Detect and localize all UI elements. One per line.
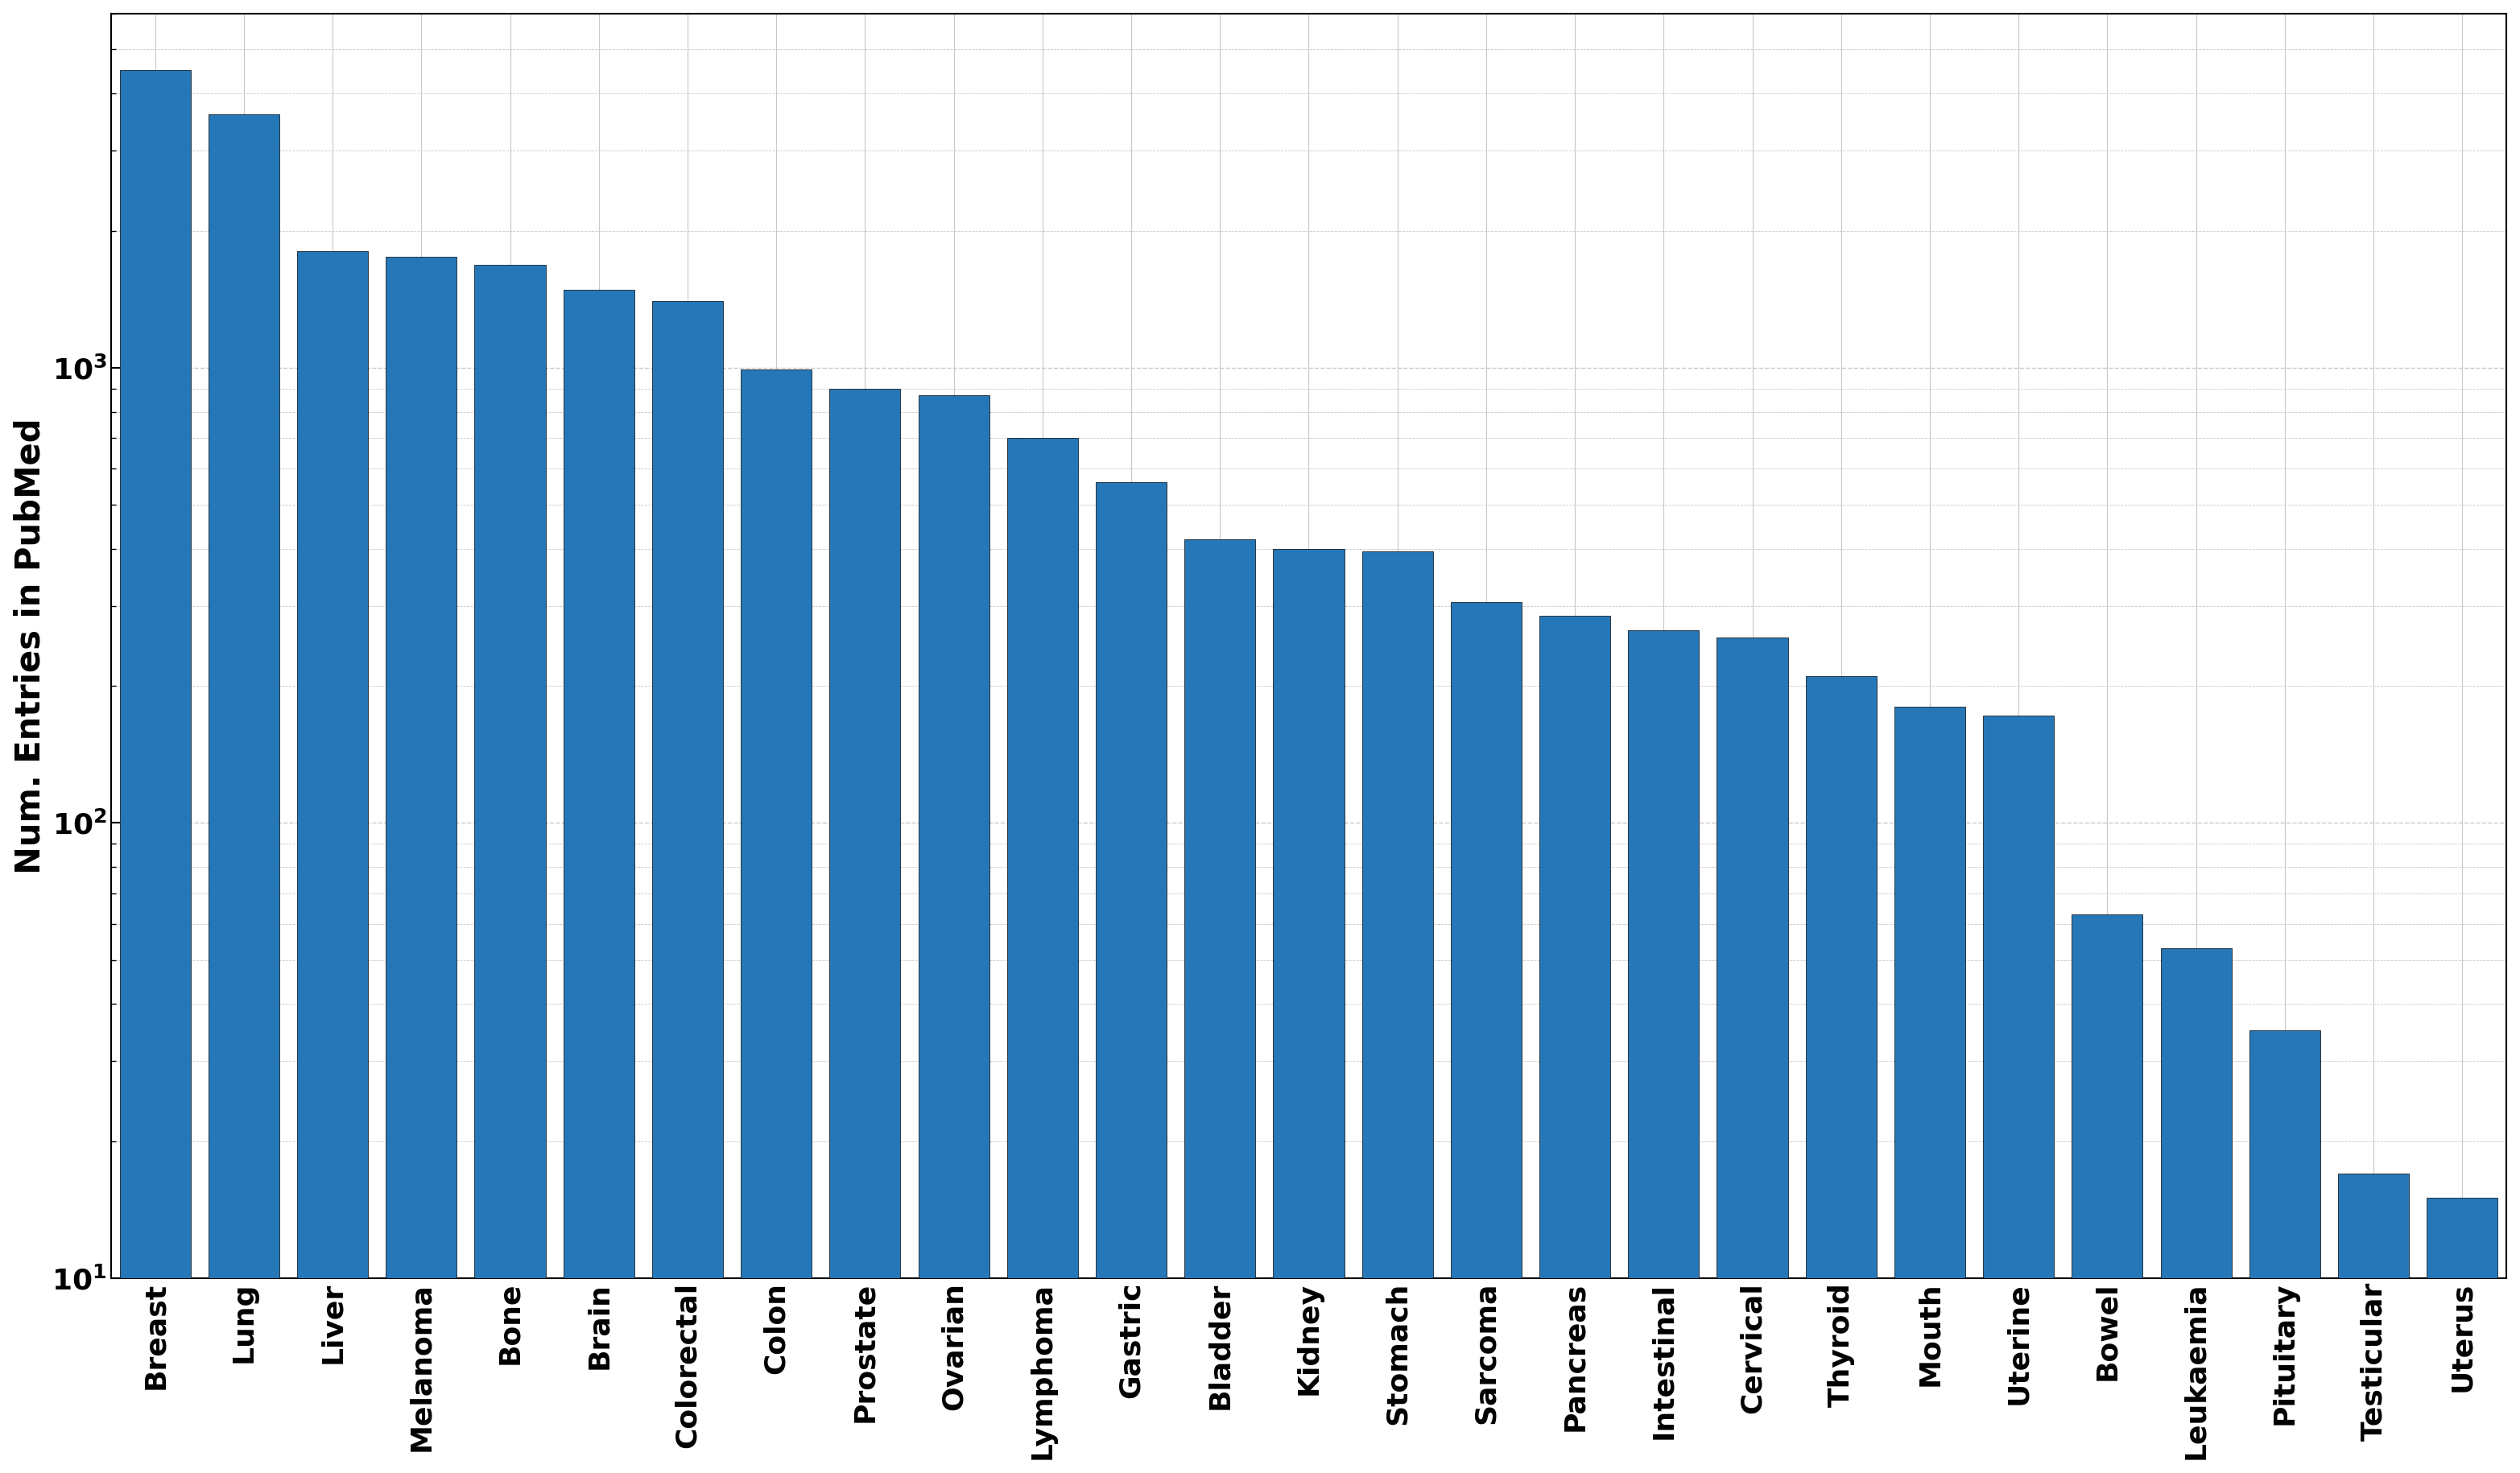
Bar (1983, 716, 2054, 1473)
Bar (386, 256, 456, 1473)
Y-axis label: Num. Entries in PubMed: Num. Entries in PubMed (13, 418, 48, 873)
Bar (2160, 949, 2233, 1473)
Bar (297, 252, 368, 1473)
Bar (1096, 482, 1167, 1473)
Bar (2339, 1174, 2409, 1473)
Bar (917, 395, 990, 1473)
Bar (741, 370, 811, 1473)
Bar (474, 265, 544, 1473)
Bar (1361, 551, 1434, 1473)
Bar (1273, 549, 1343, 1473)
Bar (2250, 1031, 2321, 1473)
Bar (1184, 539, 1255, 1473)
Bar (1716, 638, 1787, 1473)
Bar (1628, 630, 1698, 1473)
Bar (653, 300, 723, 1473)
Bar (118, 71, 192, 1473)
Bar (1895, 707, 1966, 1473)
Bar (1540, 616, 1610, 1473)
Bar (209, 115, 280, 1473)
Bar (2071, 915, 2142, 1473)
Bar (829, 389, 900, 1473)
Bar (1807, 676, 1877, 1473)
Bar (2427, 1198, 2497, 1473)
Bar (1452, 602, 1522, 1473)
Bar (1008, 437, 1079, 1473)
Bar (564, 290, 635, 1473)
